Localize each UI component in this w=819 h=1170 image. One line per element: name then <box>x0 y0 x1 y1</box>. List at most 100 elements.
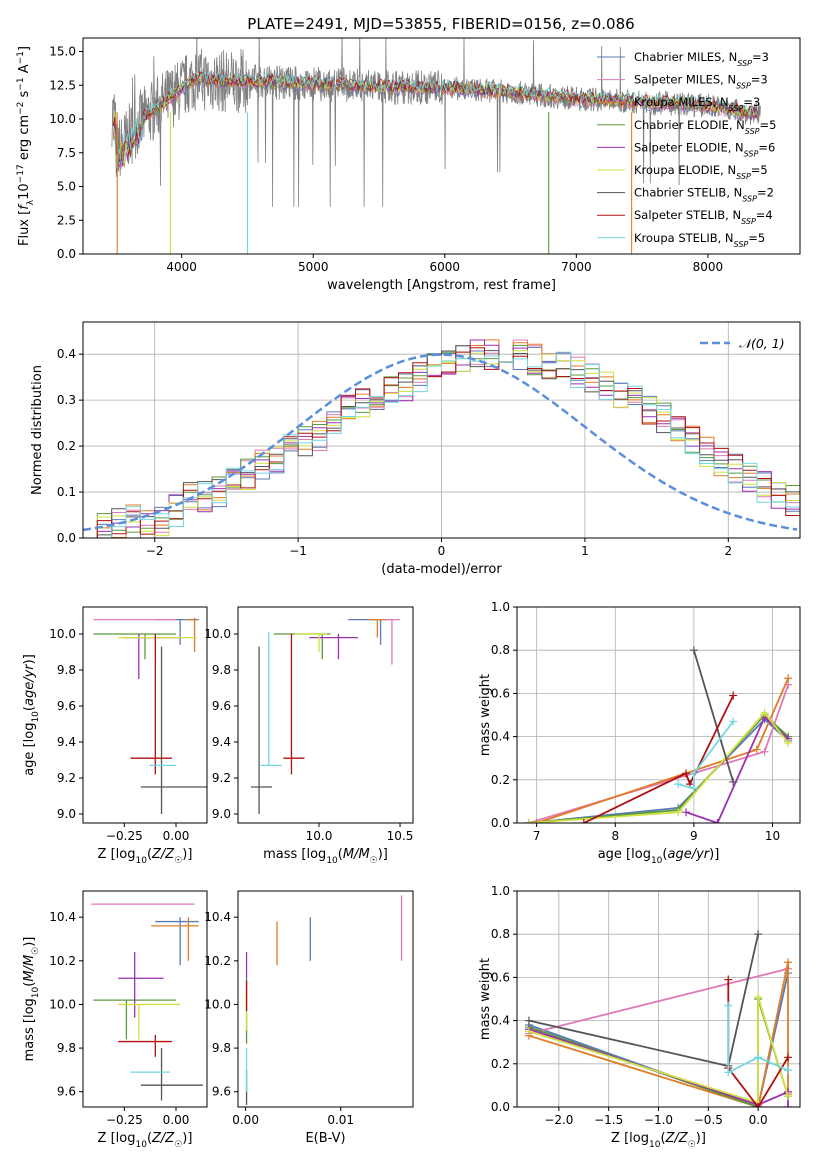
y-tick-label: 15.0 <box>49 45 76 59</box>
axes-frame <box>237 606 414 824</box>
weight-marker <box>784 1092 793 1101</box>
plot-area-residuals <box>83 339 800 538</box>
weight-marker <box>689 769 698 778</box>
x-tick-label: 1 <box>581 544 589 558</box>
weight-marker <box>729 717 738 726</box>
panel-spectrum: 4000 5000 6000 7000 8000 0.0 2.5 5.0 7.5 10.0 12.5… <box>16 37 801 293</box>
plot-area-mass-vs-Z <box>91 903 203 1101</box>
y-axis-label: age [log10(age/yr)] <box>22 654 41 776</box>
x-tick-label: −0.5 <box>694 1113 723 1127</box>
y-tick-label: 0.2 <box>491 1057 510 1071</box>
y-tick-label: 1.0 <box>491 884 510 898</box>
axes-frame <box>516 606 801 824</box>
legend-entry: Kroupa STELIB, NSSP=5 <box>634 231 765 249</box>
y-tick-label: 9.6 <box>212 1085 231 1099</box>
x-tick-label: 10.5 <box>387 829 414 843</box>
y-tick-label: 0.2 <box>57 439 76 453</box>
y-tick-label: 0.4 <box>491 1014 510 1028</box>
legend-entry: Salpeter ELODIE, NSSP=6 <box>634 140 775 158</box>
spectrum-model-line <box>112 75 758 171</box>
weight-marker <box>689 646 698 655</box>
weight-marker <box>682 808 691 817</box>
panel-mass-vs-Z: −0.25 0.00 9.6 9.8 10.0 10.2 10.4 Z [log10(Z/Z☉… <box>22 890 208 1150</box>
weight-series <box>528 996 789 1104</box>
y-tick-label: 9.4 <box>212 735 231 749</box>
x-axis-label: mass [log10(M/M☉)] <box>263 847 388 866</box>
histogram-series <box>83 351 800 538</box>
y-tick-label: 10.0 <box>204 997 231 1011</box>
y-tick-label: 9.8 <box>57 1041 76 1055</box>
legend-entry: 𝒩(0, 1) <box>739 336 785 351</box>
y-tick-label: 0.3 <box>57 393 76 407</box>
spectrum-model-line <box>112 70 758 169</box>
weight-marker <box>784 739 793 748</box>
panel-age-vs-Z: −0.25 0.00 9.0 9.2 9.4 9.6 9.8 10.0 Z [log10(Z/Z… <box>22 606 208 866</box>
x-tick-label: 8 <box>611 829 619 843</box>
x-axis-label: Z [log10(Z/Z☉)] <box>98 847 193 866</box>
x-tick-label: −0.25 <box>106 829 143 843</box>
weight-marker <box>784 958 793 967</box>
x-tick-label: 0.00 <box>163 829 190 843</box>
weight-series <box>677 720 734 790</box>
axes-frame <box>82 37 801 255</box>
x-tick-label: 5000 <box>298 260 329 274</box>
y-tick-label: 10.0 <box>49 627 76 641</box>
weight-marker <box>754 930 763 939</box>
y-tick-label: 9.8 <box>57 663 76 677</box>
y-tick-label: 9.0 <box>57 807 76 821</box>
errorbar-point <box>186 617 196 652</box>
errorbar-point <box>383 618 401 665</box>
x-axis-label: Z [log10(Z/Z☉)] <box>611 1131 706 1150</box>
weight-marker <box>752 745 761 754</box>
plot-area-spectrum <box>111 38 761 254</box>
legend-entry: Kroupa MILES, NSSP=3 <box>634 95 760 113</box>
legend-entry: Chabrier STELIB, NSSP=2 <box>634 186 774 204</box>
y-tick-label: 0.8 <box>491 927 510 941</box>
panel-mass-vs-ebv: 0.00 0.01 9.6 9.8 10.0 10.2 10.4 E(B-V) <box>204 890 414 1146</box>
y-tick-label: 10.0 <box>49 112 76 126</box>
weight-marker <box>724 1068 733 1077</box>
weight-marker <box>784 1053 793 1062</box>
x-tick-label: −2.0 <box>544 1113 573 1127</box>
weight-marker <box>524 819 533 823</box>
x-axis-label: E(B-V) <box>305 1131 345 1146</box>
x-tick-label: −1.0 <box>644 1113 673 1127</box>
figure-title: PLATE=2491, MJD=53855, FIBERID=0156, z=0… <box>247 15 634 33</box>
legend-entry: Kroupa ELODIE, NSSP=5 <box>634 163 768 181</box>
x-tick-label: 0.00 <box>232 1113 259 1127</box>
x-tick-label: −1 <box>289 544 307 558</box>
y-tick-label: 0.8 <box>491 643 510 657</box>
y-tick-label: 9.4 <box>57 735 76 749</box>
x-tick-label: 0 <box>438 544 446 558</box>
x-tick-label: 0.01 <box>327 1113 354 1127</box>
x-tick-label: −0.25 <box>106 1113 143 1127</box>
y-tick-label: 10.0 <box>204 627 231 641</box>
y-tick-label: 10.2 <box>204 954 231 968</box>
y-tick-label: 9.6 <box>57 1085 76 1099</box>
spectrum-model-line <box>112 75 758 167</box>
x-tick-label: 0.0 <box>749 1113 768 1127</box>
normal-curve <box>83 353 798 532</box>
plot-area-weight-vs-Z <box>524 930 793 1107</box>
weight-series <box>693 649 735 783</box>
weight-marker <box>754 1103 763 1107</box>
weight-series <box>528 962 789 1107</box>
errorbar-point <box>369 618 386 638</box>
y-axis-label: Flux [fλ10−17 erg cm−2 s−1 A−1] <box>16 46 36 246</box>
panel-weight-vs-Z: −2.0 −1.5 −1.0 −0.5 0.0 0.0 0.2 0.4 0.6 0.8 1.0 Z [… <box>478 884 801 1150</box>
y-tick-label: 0.2 <box>491 773 510 787</box>
y-tick-label: 0.0 <box>491 816 510 830</box>
x-axis-label: (data-model)/error <box>381 562 502 577</box>
x-tick-label: 6000 <box>430 260 461 274</box>
errorbar-point <box>140 646 207 814</box>
y-tick-label: 2.5 <box>57 213 76 227</box>
y-tick-label: 0.0 <box>57 247 76 261</box>
x-tick-label: 4000 <box>166 260 197 274</box>
weight-series <box>528 711 789 823</box>
spectrum-model-line <box>113 71 758 173</box>
weight-marker <box>724 1001 733 1010</box>
weight-series <box>583 695 735 823</box>
y-tick-label: 0.4 <box>491 730 510 744</box>
legend-entry: Chabrier ELODIE, NSSP=5 <box>634 118 776 136</box>
